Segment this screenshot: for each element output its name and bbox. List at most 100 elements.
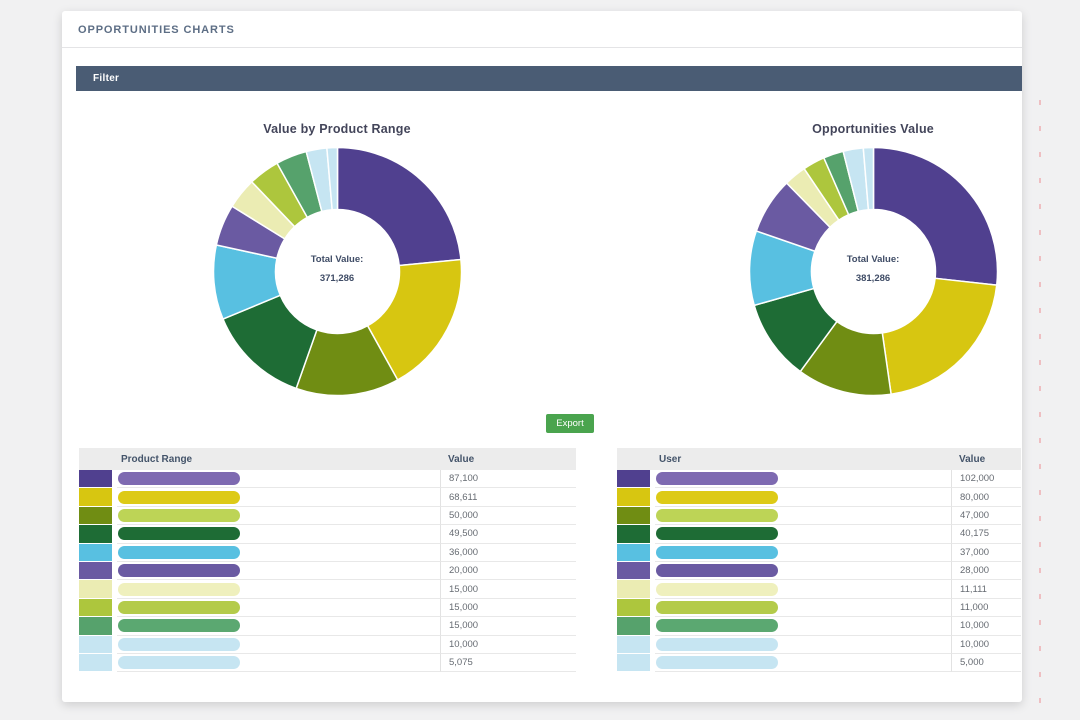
row-body	[655, 617, 951, 636]
value-column-header: Value	[448, 453, 475, 465]
row-body	[655, 562, 951, 581]
table-row[interactable]: 50,000	[79, 506, 576, 526]
row-body	[117, 562, 440, 581]
redacted-label-pill	[118, 600, 240, 614]
row-body	[117, 544, 440, 562]
value-text: 36,000	[449, 546, 479, 558]
table-row[interactable]: 15,000	[79, 617, 576, 636]
donut-segment-10[interactable]	[326, 146, 339, 211]
filter-bar[interactable]: Filter	[76, 66, 1022, 91]
swatch-cell	[79, 635, 112, 654]
table-row[interactable]: 40,175	[617, 525, 1021, 544]
table-row[interactable]: 80,000	[617, 488, 1021, 507]
row-body	[655, 654, 951, 673]
table-row[interactable]: 11,111	[617, 580, 1021, 599]
name-column-header: User	[659, 453, 682, 465]
swatch-cell	[79, 506, 112, 525]
donut-segment-0[interactable]	[336, 146, 462, 267]
swatch-cell	[617, 653, 650, 672]
table-row[interactable]: 49,500	[79, 525, 576, 544]
value-cell: 5,075	[440, 653, 576, 673]
value-cell: 20,000	[440, 561, 576, 581]
redacted-label-pill	[118, 619, 240, 633]
table-row[interactable]: 15,000	[79, 598, 576, 618]
dashed-marker-line	[1039, 100, 1041, 720]
swatch-cell	[617, 506, 650, 525]
table-row[interactable]: 10,000	[617, 635, 1021, 654]
row-body	[117, 580, 440, 599]
table-row[interactable]: 37,000	[617, 543, 1021, 562]
table-row[interactable]: 5,000	[617, 653, 1021, 673]
table-row[interactable]: 15,000	[79, 580, 576, 599]
swatch-cell	[79, 488, 112, 506]
table-row[interactable]: 10,000	[617, 617, 1021, 636]
value-cell: 87,100	[440, 470, 576, 489]
row-body	[117, 617, 440, 636]
value-cell: 28,000	[951, 561, 1021, 581]
value-text: 5,075	[449, 657, 473, 669]
donut-segment-0[interactable]	[872, 146, 999, 286]
table-row[interactable]: 87,100	[79, 470, 576, 489]
donut-segment-1[interactable]	[881, 277, 998, 396]
opportunities-value-donut-chart[interactable]	[745, 143, 1002, 400]
value-text: 40,175	[960, 528, 990, 540]
table-row[interactable]: 36,000	[79, 543, 576, 562]
table-row[interactable]: 20,000	[79, 561, 576, 581]
swatch-cell	[79, 598, 112, 617]
redacted-label-pill	[656, 564, 778, 578]
color-swatch	[617, 598, 650, 617]
color-swatch	[617, 561, 650, 580]
donut-segment-10[interactable]	[862, 146, 875, 211]
swatch-cell	[79, 580, 112, 598]
table-row[interactable]: 5,075	[79, 653, 576, 673]
value-text: 87,100	[449, 473, 479, 485]
value-text: 11,000	[960, 601, 989, 613]
row-body	[655, 636, 951, 654]
value-text: 10,000	[960, 620, 990, 632]
color-swatch	[617, 635, 650, 653]
row-body	[117, 507, 440, 526]
row-body	[117, 654, 440, 673]
value-cell: 15,000	[440, 580, 576, 599]
value-cell: 47,000	[951, 506, 1021, 526]
redacted-label-pill	[656, 582, 778, 596]
value-cell: 40,175	[951, 525, 1021, 544]
table-row[interactable]: 28,000	[617, 561, 1021, 581]
product-range-donut-chart[interactable]	[209, 143, 466, 400]
export-button[interactable]: Export	[546, 414, 594, 433]
donut-segment-1[interactable]	[366, 258, 463, 381]
color-swatch	[617, 543, 650, 561]
swatch-cell	[617, 525, 650, 543]
right-chart-title: Opportunities Value	[812, 122, 934, 136]
value-cell: 15,000	[440, 617, 576, 636]
value-text: 15,000	[449, 601, 479, 613]
table-row[interactable]: 102,000	[617, 470, 1021, 489]
row-body	[655, 599, 951, 618]
swatch-cell	[617, 561, 650, 580]
redacted-label-pill	[656, 637, 778, 651]
value-text: 68,611	[449, 491, 478, 503]
table-header-row: User Value	[617, 448, 1021, 470]
redacted-label-pill	[656, 545, 778, 559]
table-row[interactable]: 10,000	[79, 635, 576, 654]
color-swatch	[79, 617, 112, 635]
color-swatch	[617, 488, 650, 506]
color-swatch	[617, 617, 650, 635]
redacted-label-pill	[118, 656, 240, 670]
swatch-cell	[79, 525, 112, 543]
product-range-table: Product Range Value 87,100 68,611	[79, 448, 576, 673]
redacted-label-pill	[656, 527, 778, 541]
color-swatch	[79, 543, 112, 561]
table-row[interactable]: 47,000	[617, 506, 1021, 526]
value-text: 50,000	[449, 509, 479, 521]
table-row[interactable]: 68,611	[79, 488, 576, 507]
page-title: OPPORTUNITIES CHARTS	[78, 24, 235, 36]
swatch-cell	[79, 543, 112, 562]
row-body	[655, 470, 951, 489]
table-row[interactable]: 11,000	[617, 598, 1021, 618]
value-cell: 11,111	[951, 580, 1021, 599]
value-cell: 36,000	[440, 543, 576, 562]
swatch-cell	[617, 488, 650, 506]
color-swatch	[79, 598, 112, 617]
